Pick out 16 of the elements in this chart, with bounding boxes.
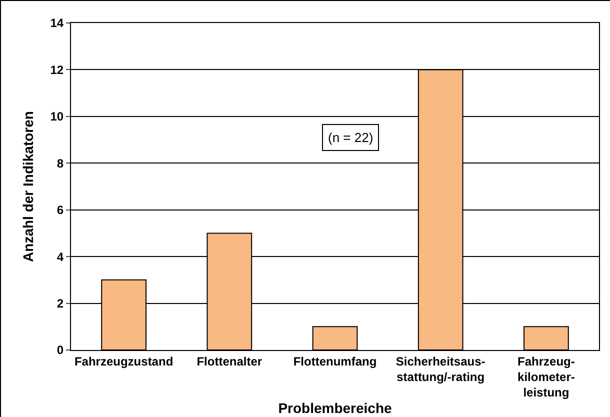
- y-tick-label: 0: [56, 343, 64, 358]
- x-tick-label: Fahrzeug- kilometer- leistung: [518, 354, 575, 400]
- x-tick-label: Sicherheitsaus- stattung/-rating: [396, 354, 486, 384]
- x-axis-title: Problembereiche: [278, 400, 392, 416]
- annotation: (n = 22): [328, 130, 374, 145]
- y-tick-label: 2: [56, 296, 64, 310]
- x-tick-label: Fahrzeugzustand: [74, 354, 174, 368]
- x-tick-label: Flottenalter: [196, 354, 262, 368]
- y-tick-label: 12: [50, 62, 64, 77]
- y-tick-label: 6: [56, 203, 64, 218]
- y-tick-label: 4: [56, 250, 64, 264]
- y-axis-title: Anzahl der Indikatoren: [20, 111, 36, 262]
- y-tick-label: 14: [50, 16, 64, 30]
- x-tick-label: Flottenumfang: [293, 354, 377, 368]
- y-tick-label: 8: [56, 156, 64, 170]
- y-tick-label: 10: [50, 110, 64, 124]
